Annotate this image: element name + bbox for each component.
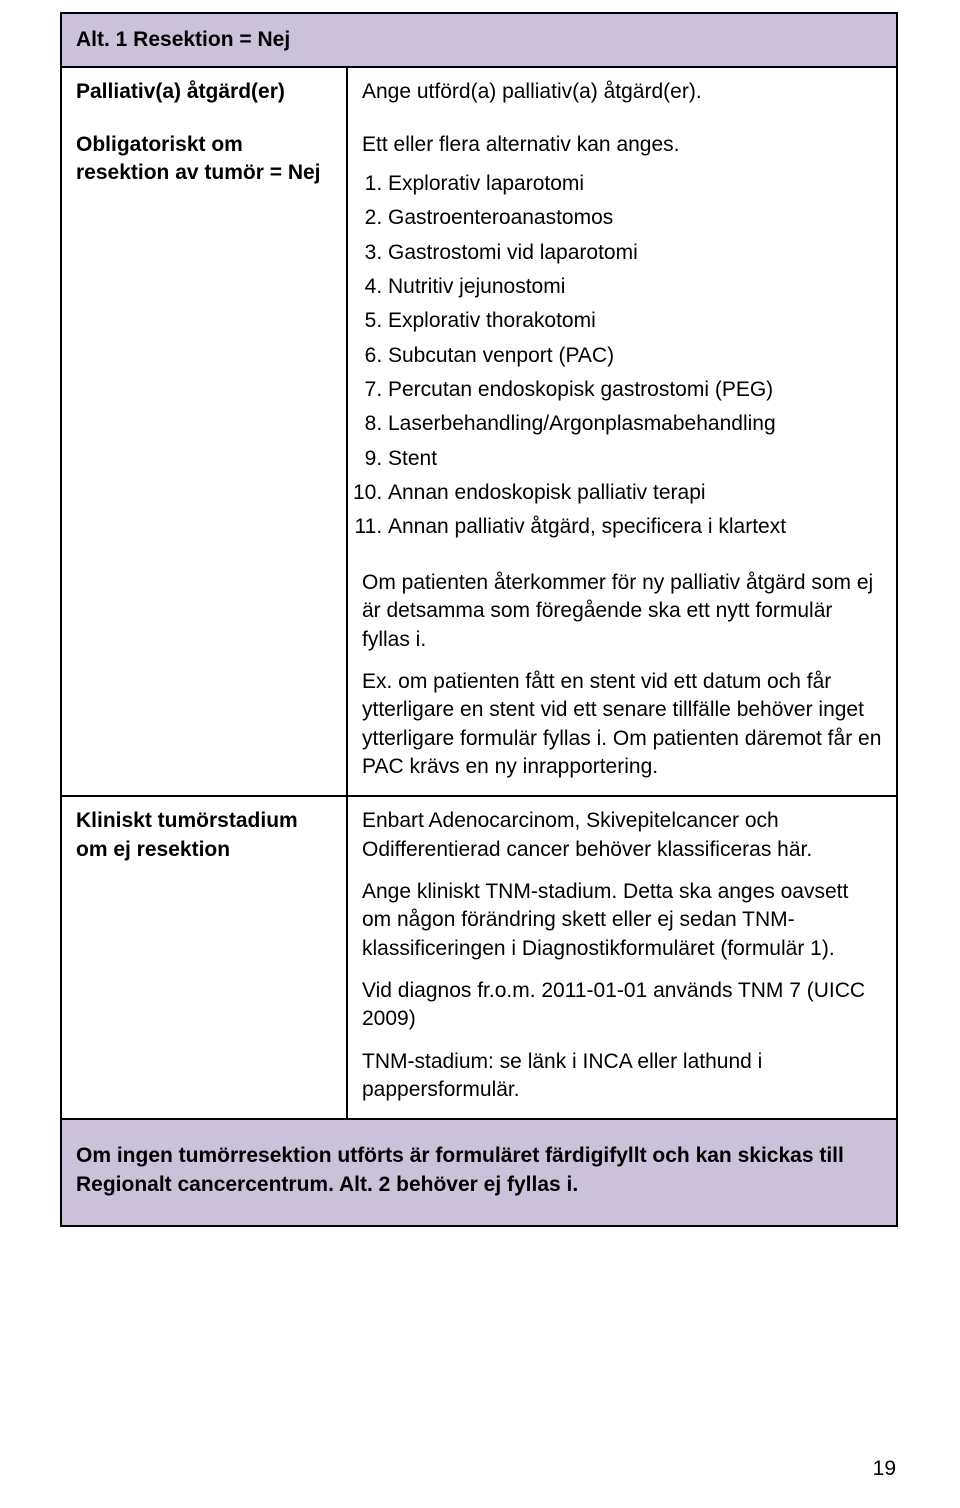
footer-note: Om ingen tumörresektion utförts är formu…	[62, 1119, 896, 1225]
list-item: Nutritiv jejunostomi	[388, 270, 882, 304]
footer-note-row: Om ingen tumörresektion utförts är formu…	[62, 1119, 896, 1225]
list-item: Annan endoskopisk palliativ terapi	[388, 476, 882, 510]
row-label	[62, 559, 347, 796]
table-row: Kliniskt tumörstadium om ej resektion En…	[62, 796, 896, 1119]
list-item: Percutan endoskopisk gastrostomi (PEG)	[388, 373, 882, 407]
document-frame: Alt. 1 Resektion = Nej Palliativ(a) åtgä…	[60, 12, 898, 1227]
list-item: Annan palliativ åtgärd, specificera i kl…	[388, 510, 882, 544]
paragraph: Om patienten återkommer för ny palliativ…	[362, 569, 882, 654]
section-header: Alt. 1 Resektion = Nej	[62, 14, 896, 68]
paragraph: TNM-stadium: se länk i INCA eller lathun…	[362, 1048, 882, 1105]
paragraph: Ex. om patienten fått en stent vid ett d…	[362, 668, 882, 781]
paragraph: Vid diagnos fr.o.m. 2011-01-01 används T…	[362, 977, 882, 1034]
list-item: Stent	[388, 442, 882, 476]
table-row: Obligatoriskt om resektion av tumör = Ne…	[62, 121, 896, 559]
list-intro: Ett eller flera alternativ kan anges.	[362, 131, 882, 159]
list-item: Explorativ laparotomi	[388, 167, 882, 201]
paragraph: Enbart Adenocarcinom, Skivepitelcancer o…	[362, 807, 882, 864]
row-content: Enbart Adenocarcinom, Skivepitelcancer o…	[347, 796, 896, 1119]
content-table: Palliativ(a) åtgärd(er) Ange utförd(a) p…	[62, 68, 896, 1225]
list-item: Gastrostomi vid laparotomi	[388, 236, 882, 270]
list-item: Explorativ thorakotomi	[388, 304, 882, 338]
paragraph: Ange kliniskt TNM-stadium. Detta ska ang…	[362, 878, 882, 963]
table-row: Palliativ(a) åtgärd(er) Ange utförd(a) p…	[62, 68, 896, 120]
list-item: Subcutan venport (PAC)	[388, 339, 882, 373]
section-title: Alt. 1 Resektion = Nej	[76, 28, 290, 51]
row-label: Kliniskt tumörstadium om ej resektion	[62, 796, 347, 1119]
row-label: Obligatoriskt om resektion av tumör = Ne…	[62, 121, 347, 559]
row-content: Ange utförd(a) palliativ(a) åtgärd(er).	[347, 68, 896, 120]
table-row: Om patienten återkommer för ny palliativ…	[62, 559, 896, 796]
row-content: Ett eller flera alternativ kan anges. Ex…	[347, 121, 896, 559]
row-label: Palliativ(a) åtgärd(er)	[62, 68, 347, 120]
list-item: Gastroenteroanastomos	[388, 201, 882, 235]
page-number: 19	[873, 1455, 896, 1483]
alternatives-list: Explorativ laparotomi Gastroenteroanasto…	[362, 167, 882, 545]
list-item: Laserbehandling/Argonplasmabehandling	[388, 407, 882, 441]
row-content: Om patienten återkommer för ny palliativ…	[347, 559, 896, 796]
